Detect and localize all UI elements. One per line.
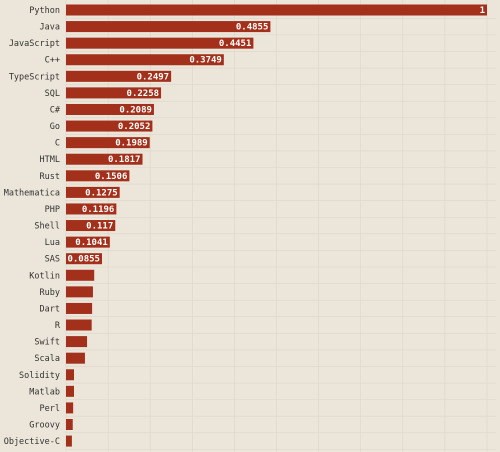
- bar: [66, 54, 224, 66]
- bar: [66, 137, 150, 149]
- category-label: Ruby: [40, 288, 60, 298]
- value-label: 0.117: [86, 222, 113, 232]
- bar: [66, 153, 143, 165]
- value-label: 0.1196: [82, 205, 115, 215]
- value-label: 0.1275: [85, 188, 118, 198]
- category-label: SAS: [45, 255, 60, 265]
- bar: [66, 319, 92, 331]
- category-label: Go: [50, 122, 60, 132]
- value-label: 0.1041: [75, 238, 108, 248]
- value-label: 0.2052: [118, 122, 151, 132]
- value-label: 0.3749: [189, 56, 222, 66]
- bar: [66, 336, 88, 348]
- category-label: C: [55, 139, 60, 149]
- bar: [66, 70, 172, 82]
- category-label: C#: [50, 105, 61, 115]
- bar: [66, 120, 153, 132]
- value-label: 0.2089: [119, 105, 152, 115]
- bar: [66, 21, 271, 33]
- category-label: Matlab: [29, 387, 60, 397]
- bar: [66, 352, 85, 364]
- category-label: Java: [40, 23, 60, 33]
- category-label: Rust: [40, 172, 60, 182]
- bar: [66, 369, 74, 381]
- bar: [66, 269, 95, 281]
- bar: [66, 402, 74, 414]
- category-label: JavaScript: [9, 39, 60, 49]
- category-label: TypeScript: [9, 72, 60, 82]
- bar: [66, 170, 130, 182]
- value-label: 0.1989: [115, 139, 148, 149]
- value-label: 0.1817: [108, 155, 141, 165]
- bar: [66, 220, 116, 232]
- value-label: 1: [480, 6, 485, 16]
- category-label: Swift: [34, 338, 60, 348]
- bar: [66, 103, 154, 115]
- value-label: 0.0855: [67, 255, 100, 265]
- category-label: C++: [45, 56, 60, 66]
- value-label: 0.4451: [219, 39, 252, 49]
- bar: [66, 253, 102, 265]
- bar: [66, 385, 74, 397]
- bar: [66, 236, 110, 248]
- value-label: 0.2497: [137, 72, 170, 82]
- category-label: Objective-C: [4, 437, 60, 447]
- bar: [66, 186, 120, 198]
- bar: [66, 203, 117, 215]
- category-label: Python: [29, 6, 60, 16]
- bar: [66, 302, 93, 314]
- bar: [66, 286, 93, 298]
- value-label: 0.1506: [95, 172, 128, 182]
- value-label: 0.2258: [127, 89, 160, 99]
- bar: [66, 4, 487, 16]
- category-label: Lua: [45, 238, 60, 248]
- category-label: Mathematica: [4, 188, 60, 198]
- category-label: Groovy: [29, 421, 60, 431]
- category-label: Perl: [40, 404, 60, 414]
- category-label: SQL: [45, 89, 60, 99]
- category-label: HTML: [40, 155, 60, 165]
- category-label: Solidity: [19, 371, 60, 381]
- bar: [66, 87, 162, 99]
- category-label: R: [55, 321, 61, 331]
- category-label: Shell: [34, 222, 60, 232]
- category-label: Scala: [34, 354, 60, 364]
- category-label: PHP: [45, 205, 60, 215]
- bar: [66, 37, 254, 49]
- bar: [66, 419, 73, 430]
- value-label: 0.4855: [236, 23, 269, 33]
- bar: [66, 435, 72, 447]
- category-label: Kotlin: [29, 271, 60, 281]
- category-label: Dart: [40, 304, 60, 314]
